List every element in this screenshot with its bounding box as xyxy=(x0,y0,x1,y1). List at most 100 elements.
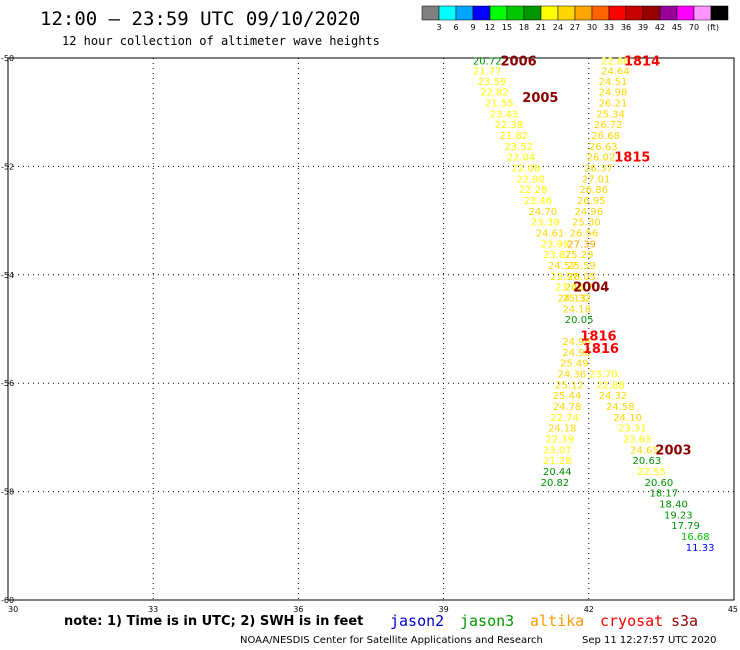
time-label: 2005 xyxy=(522,91,558,106)
wave-height-label: 24.64 xyxy=(601,66,630,77)
color-swatch xyxy=(472,5,491,21)
color-swatch xyxy=(557,5,576,21)
wave-height-label: 22.88 xyxy=(596,380,625,391)
y-tick-label: -60 xyxy=(1,596,14,605)
color-scale-label: 15 xyxy=(502,23,512,32)
color-swatch xyxy=(540,5,559,21)
wave-height-label: 24.61 xyxy=(536,229,565,240)
wave-height-label: 22.08 xyxy=(512,163,541,174)
wave-height-label: 26.21 xyxy=(599,98,628,109)
wave-height-label: 20.63 xyxy=(633,456,662,467)
wave-height-label: 26.68 xyxy=(591,131,620,142)
color-swatch xyxy=(506,5,525,21)
color-swatch xyxy=(421,5,440,21)
wave-height-label: 26.56 xyxy=(570,229,599,240)
color-swatch xyxy=(693,5,712,21)
color-swatch xyxy=(659,5,678,21)
color-swatch xyxy=(642,5,661,21)
wave-height-label: 25.59 xyxy=(567,261,596,272)
wave-height-label: 20.72 xyxy=(473,57,502,68)
axis-tick-labels: 30 33 36 39 42 45 -50 -52 -54 -56 -58 -60 xyxy=(1,54,738,614)
wave-height-label: 25.12 xyxy=(555,380,584,391)
satellite-legend-altika: altika xyxy=(530,612,584,630)
color-swatch xyxy=(574,5,593,21)
wave-height-label: 22.74 xyxy=(550,413,579,424)
satellite-legend-jason3: jason3 xyxy=(460,612,514,630)
wave-height-label: 23.08 xyxy=(555,283,584,294)
color-scale-label: (ft) xyxy=(707,23,719,32)
plot-area: 30 33 36 39 42 45 -50 -52 -54 -56 -58 -60 20.7221.7… xyxy=(1,54,738,614)
time-label: 1816 xyxy=(580,330,616,345)
color-scale-label: 12 xyxy=(485,23,495,32)
wave-height-label: 26.86 xyxy=(579,185,608,196)
wave-height-label: 24.32 xyxy=(599,391,628,402)
color-scale-label: 42 xyxy=(655,23,665,32)
wave-height-label: 24.51 xyxy=(599,77,628,88)
color-scale-label: 30 xyxy=(587,23,597,32)
color-swatch xyxy=(625,5,644,21)
wave-height-label: 24.18 xyxy=(562,304,591,315)
color-swatch xyxy=(591,5,610,21)
wave-height-label: 22.88 xyxy=(601,57,630,68)
color-scale-label: 33 xyxy=(604,23,614,32)
wave-height-label: 24.36 xyxy=(558,369,587,380)
wave-height-label: 24.57 xyxy=(548,261,577,272)
wave-height-label: 26.72 xyxy=(594,120,623,131)
wave-height-label: 25.44 xyxy=(553,391,582,402)
note-text: note: 1) Time is in UTC; 2) SWH is in fe… xyxy=(64,614,363,629)
wave-height-label: 24.96 xyxy=(562,337,591,348)
color-scale-label: 39 xyxy=(638,23,648,32)
wave-height-label: 23.52 xyxy=(504,142,533,153)
wave-height-label: 27.39 xyxy=(567,239,596,250)
color-swatch xyxy=(608,5,627,21)
time-label: 2003 xyxy=(655,443,691,458)
wave-height-label: 17.79 xyxy=(671,521,700,532)
wave-height-label: 20.05 xyxy=(565,315,594,326)
wave-height-label: 22.28 xyxy=(519,185,548,196)
wave-height-label: 24.18 xyxy=(548,424,577,435)
wave-height-label: 24.58 xyxy=(606,402,635,413)
color-scale-label: 9 xyxy=(470,23,475,32)
color-scale-label: 18 xyxy=(519,23,529,32)
wave-height-label: 24.13 xyxy=(558,294,587,305)
wave-height-label: 22.82 xyxy=(480,88,509,99)
color-scale-legend: 3 6 9 12 15 18 21 24 27 30 33 36 39 42 45 70 (ft) xyxy=(421,5,729,32)
wave-height-label: 20.44 xyxy=(543,467,572,478)
wave-height-label: 26.02 xyxy=(587,153,616,164)
color-swatch xyxy=(523,5,542,21)
wave-height-label: 23.07 xyxy=(543,445,572,456)
wave-height-label: 26.95 xyxy=(577,196,606,207)
x-tick-label: 39 xyxy=(439,605,449,614)
time-label: 1815 xyxy=(614,151,650,166)
color-swatch xyxy=(489,5,508,21)
plot-border xyxy=(7,57,735,601)
wave-height-label: 24.17 xyxy=(565,283,594,294)
y-tick-label: -54 xyxy=(1,271,14,280)
wave-height-label: 24.70 xyxy=(528,207,557,218)
color-swatch xyxy=(455,5,474,21)
wave-height-label: 24.10 xyxy=(613,413,642,424)
wave-height-label: 22.04 xyxy=(507,153,536,164)
x-tick-label: 30 xyxy=(8,605,18,614)
wave-height-label: 26.63 xyxy=(589,142,618,153)
timestamp-text: Sep 11 12:27:57 UTC 2020 xyxy=(582,635,716,646)
wave-height-label: 22.38 xyxy=(495,120,524,131)
wave-height-label: 23.63 xyxy=(623,434,652,445)
color-swatch xyxy=(710,5,729,21)
wave-height-label: 23.70 xyxy=(589,369,618,380)
wave-height-label: 27.01 xyxy=(582,174,611,185)
wave-height-label: 19.23 xyxy=(664,510,693,521)
wave-height-label: 24.65 xyxy=(630,445,659,456)
grid-lines xyxy=(8,58,734,600)
wave-height-label: 26.05 xyxy=(567,272,596,283)
color-scale-label: 70 xyxy=(689,23,699,32)
wave-height-label: 23.43 xyxy=(490,109,519,120)
wave-height-label: 23.97 xyxy=(550,272,579,283)
wave-height-label: 21.28 xyxy=(543,456,572,467)
wave-height-label: 20.60 xyxy=(645,478,674,489)
wave-height-label: 21.55 xyxy=(485,98,514,109)
wave-height-label: 23.46 xyxy=(524,196,553,207)
wave-height-label: 24.78 xyxy=(553,402,582,413)
color-swatch xyxy=(676,5,695,21)
page-title: 12:00 — 23:59 UTC 09/10/2020 xyxy=(40,8,360,30)
